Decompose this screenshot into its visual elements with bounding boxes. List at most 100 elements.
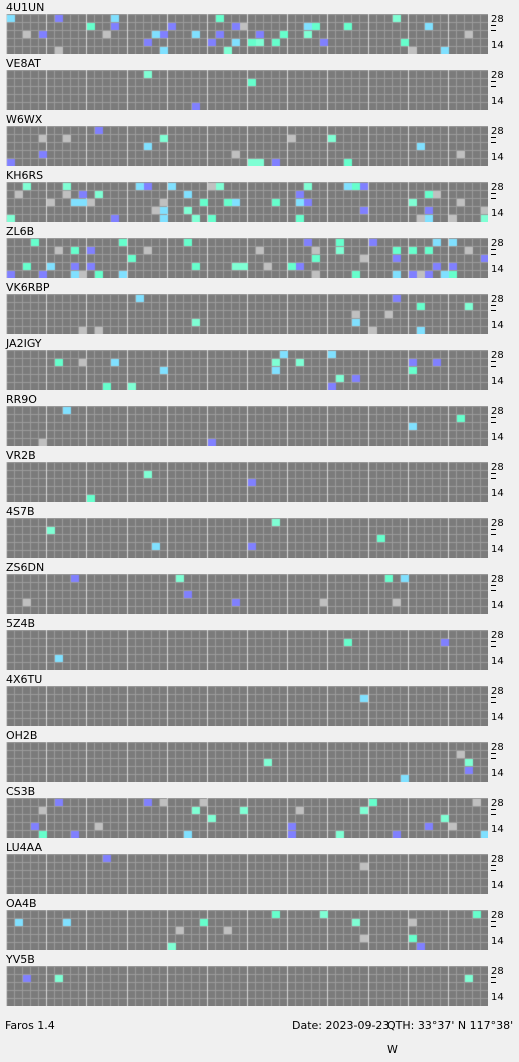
scale-top-label: 28 [491, 182, 504, 193]
scale-tick [491, 534, 496, 535]
band-scale: 28 14 [491, 854, 519, 894]
scale-tick [491, 193, 496, 194]
band-scale: 28 14 [491, 238, 519, 278]
signal-grid-canvas [6, 742, 488, 782]
scale-tick [491, 641, 496, 642]
signal-grid[interactable] [6, 742, 488, 782]
scale-tick [491, 417, 496, 418]
signal-grid[interactable] [6, 854, 488, 894]
scale-tick [491, 702, 496, 703]
beacon-panel: 5Z4B 28 14 [0, 616, 519, 672]
scale-top-label: 28 [491, 742, 504, 753]
signal-grid[interactable] [6, 14, 488, 54]
beacon-panel: VR2B 28 14 [0, 448, 519, 504]
signal-grid[interactable] [6, 686, 488, 726]
signal-grid[interactable] [6, 462, 488, 502]
beacon-panel: VK6RBP 28 14 [0, 280, 519, 336]
scale-top-label: 28 [491, 798, 504, 809]
scale-tick [491, 753, 496, 754]
beacon-callsign: RR9O [6, 393, 37, 406]
signal-grid[interactable] [6, 182, 488, 222]
scale-tick [491, 30, 496, 31]
beacon-panel: LU4AA 28 14 [0, 840, 519, 896]
scale-bottom-label: 14 [491, 40, 504, 51]
scale-tick [491, 529, 496, 530]
scale-tick [491, 977, 496, 978]
band-scale: 28 14 [491, 350, 519, 390]
scale-top-label: 28 [491, 406, 504, 417]
signal-grid-canvas [6, 686, 488, 726]
scale-tick [491, 870, 496, 871]
beacon-panel: KH6RS 28 14 [0, 168, 519, 224]
signal-grid-canvas [6, 462, 488, 502]
scale-top-label: 28 [491, 518, 504, 529]
beacon-callsign: YV5B [6, 953, 35, 966]
scale-tick [491, 81, 496, 82]
signal-grid[interactable] [6, 294, 488, 334]
signal-grid[interactable] [6, 966, 488, 1006]
scale-tick [491, 422, 496, 423]
band-scale: 28 14 [491, 798, 519, 838]
beacon-callsign: VR2B [6, 449, 36, 462]
scale-top-label: 28 [491, 14, 504, 25]
scale-bottom-label: 14 [491, 432, 504, 443]
signal-grid-canvas [6, 406, 488, 446]
signal-grid[interactable] [6, 70, 488, 110]
signal-grid[interactable] [6, 238, 488, 278]
band-scale: 28 14 [491, 406, 519, 446]
beacon-panel: RR9O 28 14 [0, 392, 519, 448]
scale-tick [491, 697, 496, 698]
signal-grid[interactable] [6, 798, 488, 838]
scale-bottom-label: 14 [491, 488, 504, 499]
signal-grid[interactable] [6, 574, 488, 614]
signal-grid-canvas [6, 574, 488, 614]
scale-top-label: 28 [491, 126, 504, 137]
signal-grid[interactable] [6, 126, 488, 166]
scale-tick [491, 361, 496, 362]
beacon-panel: VE8AT 28 14 [0, 56, 519, 112]
scale-bottom-label: 14 [491, 880, 504, 891]
scale-tick [491, 198, 496, 199]
status-qth: QTH: 33°37' N 117°38' W [387, 1019, 514, 1056]
beacon-callsign: 4S7B [6, 505, 35, 518]
scale-tick [491, 137, 496, 138]
scale-bottom-label: 14 [491, 320, 504, 331]
band-scale: 28 14 [491, 910, 519, 950]
scale-top-label: 28 [491, 966, 504, 977]
signal-grid[interactable] [6, 350, 488, 390]
beacon-callsign: 4X6TU [6, 673, 43, 686]
beacon-callsign: 4U1UN [6, 1, 45, 14]
scale-tick [491, 921, 496, 922]
beacon-callsign: ZL6B [6, 225, 35, 238]
scale-tick [491, 646, 496, 647]
beacon-callsign: OH2B [6, 729, 38, 742]
scale-bottom-label: 14 [491, 656, 504, 667]
scale-tick [491, 814, 496, 815]
scale-tick [491, 982, 496, 983]
signal-grid-canvas [6, 182, 488, 222]
signal-grid-canvas [6, 14, 488, 54]
scale-top-label: 28 [491, 574, 504, 585]
scale-top-label: 28 [491, 238, 504, 249]
scale-bottom-label: 14 [491, 376, 504, 387]
scale-top-label: 28 [491, 630, 504, 641]
beacon-panel: W6WX 28 14 [0, 112, 519, 168]
beacon-panel: 4X6TU 28 14 [0, 672, 519, 728]
signal-grid[interactable] [6, 910, 488, 950]
beacon-panel: 4U1UN 28 14 [0, 0, 519, 56]
scale-tick [491, 366, 496, 367]
signal-grid[interactable] [6, 630, 488, 670]
signal-grid[interactable] [6, 406, 488, 446]
signal-grid-canvas [6, 126, 488, 166]
beacon-panel: CS3B 28 14 [0, 784, 519, 840]
scale-top-label: 28 [491, 462, 504, 473]
scale-tick [491, 865, 496, 866]
band-scale: 28 14 [491, 126, 519, 166]
beacon-panel: 4S7B 28 14 [0, 504, 519, 560]
signal-grid-canvas [6, 966, 488, 1006]
signal-grid-canvas [6, 294, 488, 334]
beacon-callsign: KH6RS [6, 169, 44, 182]
band-scale: 28 14 [491, 742, 519, 782]
signal-grid[interactable] [6, 518, 488, 558]
scale-top-label: 28 [491, 294, 504, 305]
